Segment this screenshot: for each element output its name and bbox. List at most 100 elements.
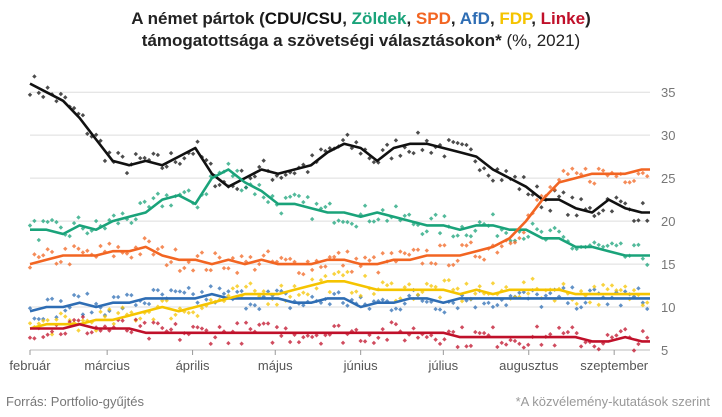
poll-dot: [406, 282, 412, 287]
poll-dot: [614, 333, 619, 338]
poll-dot: [614, 174, 619, 179]
title-separator: ,: [531, 9, 541, 28]
poll-dot: [49, 217, 55, 223]
poll-dot: [424, 281, 429, 287]
poll-dot: [380, 147, 385, 153]
poll-dot: [605, 332, 610, 338]
poll-dot: [142, 301, 147, 306]
poll-dot: [32, 218, 37, 224]
poll-dot: [340, 263, 346, 268]
poll-dot: [120, 211, 125, 216]
poll-dot: [367, 258, 372, 263]
poll-dot: [561, 168, 566, 174]
x-tick-label: augusztus: [499, 358, 559, 373]
poll-dot: [631, 294, 637, 299]
poll-dot: [609, 335, 615, 340]
poll-dot: [36, 237, 42, 243]
poll-dot: [155, 321, 161, 326]
poll-dot: [301, 290, 306, 295]
poll-dot: [468, 234, 474, 239]
poll-dot: [446, 329, 452, 334]
poll-dot: [517, 290, 522, 295]
poll-dot: [521, 280, 526, 285]
poll-dot: [583, 166, 588, 171]
poll-dot: [85, 291, 90, 296]
poll-dot: [455, 258, 460, 263]
poll-dot: [534, 197, 540, 203]
poll-dot: [173, 247, 178, 252]
poll-dot: [279, 283, 284, 288]
poll-dot: [517, 235, 522, 241]
poll-dot: [168, 327, 174, 332]
poll-dot: [464, 233, 469, 238]
poll-dot: [336, 290, 341, 295]
poll-dot: [640, 300, 646, 305]
poll-dot: [160, 204, 165, 209]
poll-dot: [464, 142, 469, 148]
poll-dot: [27, 265, 33, 270]
poll-dot: [362, 203, 368, 208]
poll-dot: [177, 289, 183, 294]
poll-dot: [539, 193, 544, 199]
poll-dot: [257, 164, 262, 170]
poll-dot: [85, 131, 90, 136]
poll-dot: [636, 171, 641, 176]
poll-dot: [645, 174, 650, 179]
poll-dot: [433, 212, 438, 217]
poll-dot: [265, 321, 271, 326]
poll-dot: [305, 169, 310, 175]
poll-dot: [411, 247, 416, 252]
poll-dot: [561, 234, 566, 240]
poll-dot: [336, 323, 341, 328]
poll-dot: [442, 310, 447, 315]
poll-dot: [349, 221, 355, 226]
poll-dot: [596, 347, 601, 352]
poll-dot: [235, 283, 240, 289]
poll-dot: [138, 252, 143, 257]
poll-dot: [645, 335, 650, 340]
poll-dot: [526, 291, 531, 296]
poll-dot: [561, 190, 566, 195]
poll-dot: [323, 264, 328, 269]
poll-dot: [261, 158, 266, 163]
poll-dot: [309, 277, 315, 282]
poll-dot: [173, 159, 178, 165]
poll-dot: [138, 155, 143, 161]
poll-dot: [508, 241, 513, 246]
poll-dot: [477, 254, 482, 260]
x-tick-label: február: [9, 358, 51, 373]
poll-dot: [279, 211, 284, 216]
poll-dot: [248, 302, 253, 307]
poll-dot: [168, 316, 174, 321]
poll-dot: [393, 204, 399, 209]
poll-dot: [587, 243, 593, 248]
poll-dot: [301, 272, 306, 277]
title-separator: ,: [406, 9, 416, 28]
poll-dot: [384, 218, 390, 224]
poll-dot: [459, 142, 465, 147]
poll-dot: [239, 341, 244, 346]
poll-dot: [204, 297, 209, 302]
poll-dot: [107, 307, 112, 312]
poll-dot: [455, 140, 460, 146]
poll-dot: [433, 261, 438, 267]
poll-dot: [217, 324, 222, 330]
poll-dot: [508, 293, 513, 299]
poll-dot: [640, 328, 646, 334]
series-line-1: [29, 82, 650, 214]
poll-dot: [380, 207, 385, 213]
title-party-linke: Linke: [540, 9, 586, 28]
poll-dot: [151, 320, 156, 325]
poll-dot: [63, 95, 68, 100]
poll-dot: [490, 325, 496, 330]
series-line-6: [30, 322, 650, 343]
poll-dot: [592, 284, 597, 289]
source-note: Forrás: Portfolio-gyűjtés: [6, 394, 144, 409]
poll-dot: [354, 224, 359, 229]
poll-dot: [640, 256, 646, 261]
poll-dot: [631, 348, 637, 353]
poll-dot: [596, 242, 601, 248]
y-tick-label: 20: [661, 214, 675, 229]
poll-dot: [473, 291, 478, 296]
poll-dot: [309, 153, 315, 158]
